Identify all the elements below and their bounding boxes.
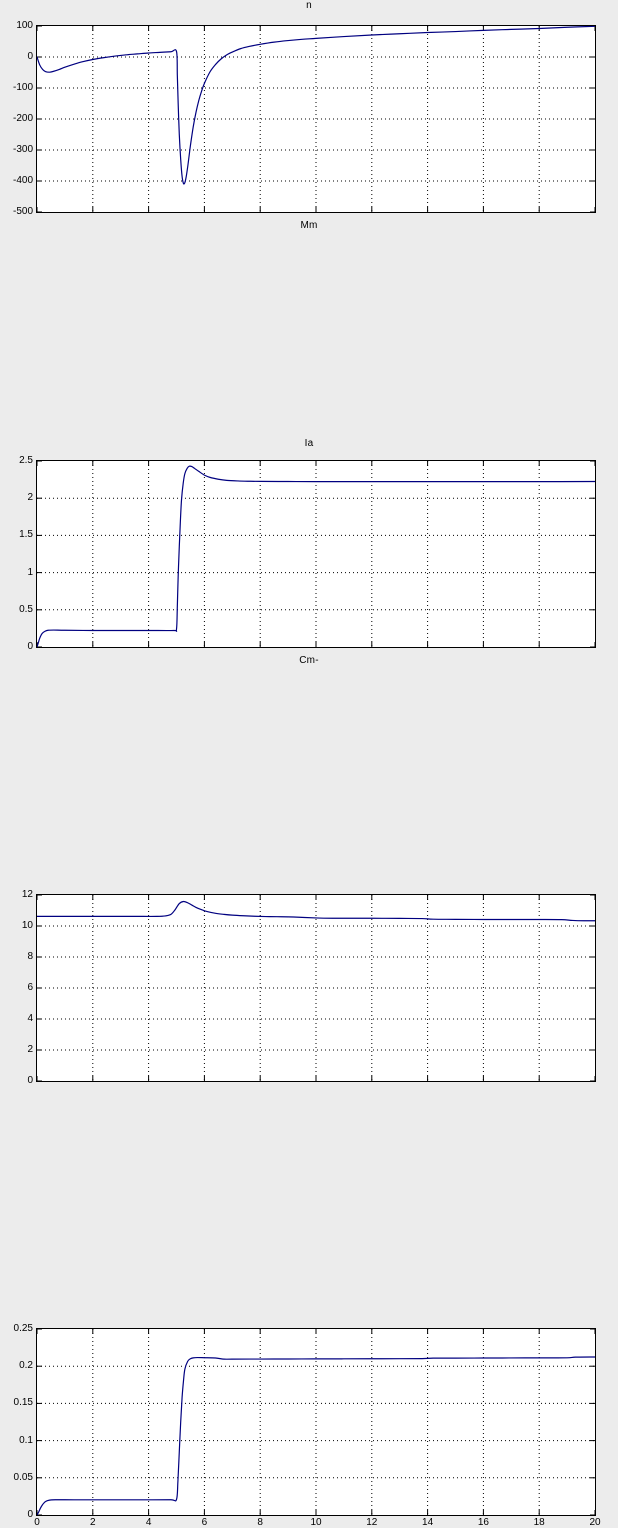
y-axis-tick-label: 4 — [27, 1013, 33, 1024]
plot-title-cm: Cm- — [299, 655, 319, 666]
x-axis-tick-label: 2 — [90, 1517, 96, 1528]
y-axis-tick-label: 0.5 — [19, 603, 33, 615]
data-series-line — [37, 1356, 595, 1515]
y-axis-tick-label: 2 — [27, 1044, 33, 1055]
y-axis-tick-label: -300 — [12, 144, 33, 155]
plot-title-ia: Ia — [304, 438, 314, 449]
plot-canvas — [37, 1329, 595, 1515]
data-series-line — [37, 26, 595, 185]
y-axis-tick-label: 0.05 — [13, 1471, 33, 1483]
y-axis-tick-label: 0 — [27, 1509, 33, 1520]
x-axis-tick-label: 18 — [533, 1517, 545, 1528]
x-axis-tick-label: 4 — [145, 1517, 152, 1528]
y-axis-tick-label: 0.1 — [19, 1434, 33, 1446]
x-axis-tick-label: 14 — [422, 1517, 434, 1528]
y-axis-tick-label: 0 — [27, 1075, 33, 1086]
plot-canvas — [37, 461, 595, 647]
x-axis-tick-label: 10 — [310, 1517, 322, 1528]
y-axis-tick-label: 0.15 — [13, 1397, 33, 1409]
plot-canvas — [37, 26, 595, 212]
y-axis-tick-label: 6 — [27, 982, 33, 993]
plot-title-mm: Mm — [300, 220, 318, 231]
plot-canvas — [37, 895, 595, 1081]
y-axis-tick-label: -200 — [12, 113, 33, 124]
y-axis-tick-label: 1.5 — [19, 529, 33, 541]
y-axis-tick-label: 2 — [27, 492, 33, 504]
axes-n[interactable]: -500 -400 -300 -200 -100 0 100 — [13, 21, 596, 217]
y-axis-tick-label: 8 — [27, 951, 33, 962]
y-axis-tick-label: 12 — [21, 889, 33, 900]
x-axis-tick-label: 12 — [366, 1517, 378, 1528]
x-axis-tick-label: 16 — [477, 1517, 489, 1528]
y-axis-tick-label: -500 — [12, 206, 33, 217]
y-axis-tick-label: -100 — [12, 82, 33, 93]
plot-title-n: n — [306, 0, 312, 11]
axes-cm[interactable]: 0 0.05 0.1 0.15 0.2 0.25 0 2 4 6 8 10 12 14 16 18 20 — [14, 1324, 601, 1528]
y-axis-tick-label: 0.25 — [13, 1323, 33, 1334]
y-axis-tick-label: 2.5 — [19, 455, 33, 466]
matlab-figure-window: n -500 -400 -300 -200 -100 0 100 Mm 0 0.5 1 1.5 2 2… — [12, 0, 601, 1528]
y-axis-tick-label: 0.2 — [19, 1360, 33, 1372]
x-axis-tick-label: 6 — [201, 1517, 208, 1528]
x-axis-tick-label: 20 — [589, 1517, 601, 1528]
axes-mm[interactable]: 0 0.5 1 1.5 2 2.5 — [19, 456, 596, 652]
y-axis-tick-label: 0 — [27, 51, 33, 62]
x-axis-tick-label: 8 — [257, 1517, 263, 1528]
y-axis-tick-label: -400 — [12, 175, 33, 186]
x-axis-tick-label: 0 — [34, 1517, 40, 1528]
axes-ia[interactable]: 0 2 4 6 8 10 12 — [22, 890, 596, 1086]
y-axis-tick-label: 1 — [27, 566, 33, 578]
y-axis-tick-label: 100 — [16, 20, 33, 31]
y-axis-tick-label: 10 — [21, 920, 33, 931]
data-series-line — [37, 465, 595, 647]
y-axis-tick-label: 0 — [27, 641, 33, 652]
